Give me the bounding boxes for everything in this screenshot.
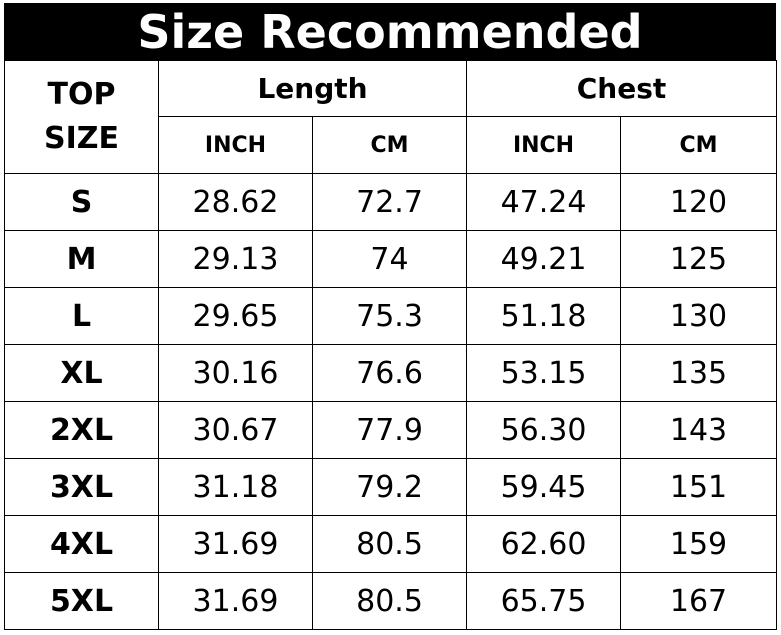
chest-inch-cell: 49.21	[466, 230, 622, 288]
size-cell: L	[4, 287, 159, 345]
length-cm-cell: 77.9	[311, 401, 468, 459]
size-cell: M	[4, 230, 159, 288]
header-row-groups: TOP SIZE Length Chest	[4, 60, 778, 174]
length-cm-cell: 80.5	[311, 572, 468, 630]
table-row: 2XL 30.67 77.9 56.30 143	[4, 401, 778, 459]
chest-cm-cell: 159	[620, 515, 778, 573]
length-inch-cell: 29.13	[158, 230, 313, 288]
length-inch-cell: 30.16	[158, 344, 313, 402]
table-row: 5XL 31.69 80.5 65.75 167	[4, 572, 778, 630]
length-inch-cell: 31.18	[158, 458, 313, 516]
unit-header: CM	[311, 116, 468, 174]
length-cm-cell: 80.5	[311, 515, 468, 573]
unit-header: INCH	[466, 116, 622, 174]
chest-inch-cell: 56.30	[466, 401, 622, 459]
chart-title: Size Recommended	[4, 3, 776, 61]
chest-inch-cell: 62.60	[466, 515, 622, 573]
chest-inch-cell: 53.15	[466, 344, 622, 402]
chest-cm-cell: 167	[620, 572, 778, 630]
length-inch-cell: 31.69	[158, 515, 313, 573]
chest-inch-cell: 65.75	[466, 572, 622, 630]
unit-header: CM	[620, 116, 778, 174]
size-cell: 4XL	[4, 515, 159, 573]
chest-cm-cell: 130	[620, 287, 778, 345]
length-inch-cell: 29.65	[158, 287, 313, 345]
chest-header: Chest	[466, 60, 778, 117]
table-row: L 29.65 75.3 51.18 130	[4, 287, 778, 345]
chest-inch-cell: 51.18	[466, 287, 622, 345]
chest-inch-cell: 47.24	[466, 173, 622, 231]
chest-inch-cell: 59.45	[466, 458, 622, 516]
unit-header: INCH	[158, 116, 313, 174]
length-cm-cell: 75.3	[311, 287, 468, 345]
top-size-header: TOP SIZE	[4, 60, 159, 174]
chest-cm-cell: 125	[620, 230, 778, 288]
top-size-line-1: TOP	[47, 77, 116, 112]
table-row: XL 30.16 76.6 53.15 135	[4, 344, 778, 402]
length-cm-cell: 72.7	[311, 173, 468, 231]
size-cell: S	[4, 173, 159, 231]
length-cm-cell: 74	[311, 230, 468, 288]
length-inch-cell: 30.67	[158, 401, 313, 459]
table-row: S 28.62 72.7 47.24 120	[4, 173, 778, 231]
chest-cm-cell: 135	[620, 344, 778, 402]
table-row: M 29.13 74 49.21 125	[4, 230, 778, 288]
size-cell: 2XL	[4, 401, 159, 459]
length-inch-cell: 28.62	[158, 173, 313, 231]
table-row: 4XL 31.69 80.5 62.60 159	[4, 515, 778, 573]
chest-cm-cell: 120	[620, 173, 778, 231]
length-inch-cell: 31.69	[158, 572, 313, 630]
table-row: 3XL 31.18 79.2 59.45 151	[4, 458, 778, 516]
top-size-line-2: SIZE	[43, 121, 119, 156]
length-cm-cell: 79.2	[311, 458, 468, 516]
length-cm-cell: 76.6	[311, 344, 468, 402]
chest-cm-cell: 143	[620, 401, 778, 459]
size-cell: 3XL	[4, 458, 159, 516]
size-cell: 5XL	[4, 572, 159, 630]
size-cell: XL	[4, 344, 159, 402]
length-header: Length	[157, 60, 468, 117]
chest-cm-cell: 151	[620, 458, 778, 516]
